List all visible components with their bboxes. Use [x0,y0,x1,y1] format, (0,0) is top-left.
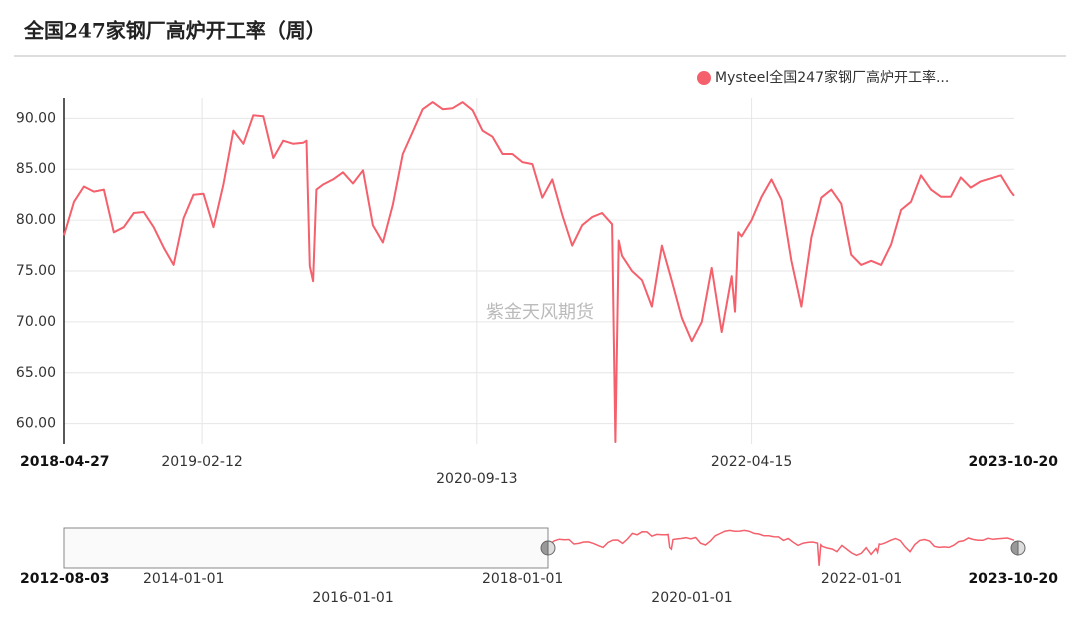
navigator-tick-label: 2012-08-03 [20,571,110,587]
navigator-tick-label: 2018-01-01 [482,571,563,587]
data-line [63,101,1015,443]
y-tick-label: 80.00 [16,212,56,228]
x-tick-label: 2019-02-12 [161,454,242,470]
y-tick-label: 90.00 [16,110,56,126]
legend-marker[interactable] [697,71,711,85]
x-tick-label: 2018-04-27 [20,454,110,470]
navigator-handle[interactable] [547,540,556,556]
navigator-window[interactable] [63,527,549,569]
y-tick-label: 85.00 [16,161,56,177]
y-tick-label: 65.00 [16,365,56,381]
watermark: 紫金天风期货 [486,302,594,323]
y-tick-label: 70.00 [16,314,56,330]
navigator-tick-label: 2023-10-20 [968,571,1058,587]
navigator-tick-label: 2020-01-01 [651,590,732,606]
navigator-line [549,529,1015,566]
legend-label[interactable]: Mysteel全国247家钢厂高炉开工率... [715,69,949,86]
navigator-handle[interactable] [1017,540,1026,556]
navigator-tick-label: 2016-01-01 [312,590,393,606]
chart-title: 全国247家钢厂高炉开工率（周） [23,19,326,43]
navigator-tick-label: 2014-01-01 [143,571,224,587]
y-tick-label: 60.00 [16,416,56,432]
y-tick-label: 75.00 [16,263,56,279]
x-tick-label: 2022-04-15 [711,454,792,470]
x-tick-label: 2020-09-13 [436,471,517,487]
navigator-tick-label: 2022-01-01 [821,571,902,587]
navigator-handle[interactable] [1010,540,1019,556]
x-tick-label: 2023-10-20 [968,454,1058,470]
